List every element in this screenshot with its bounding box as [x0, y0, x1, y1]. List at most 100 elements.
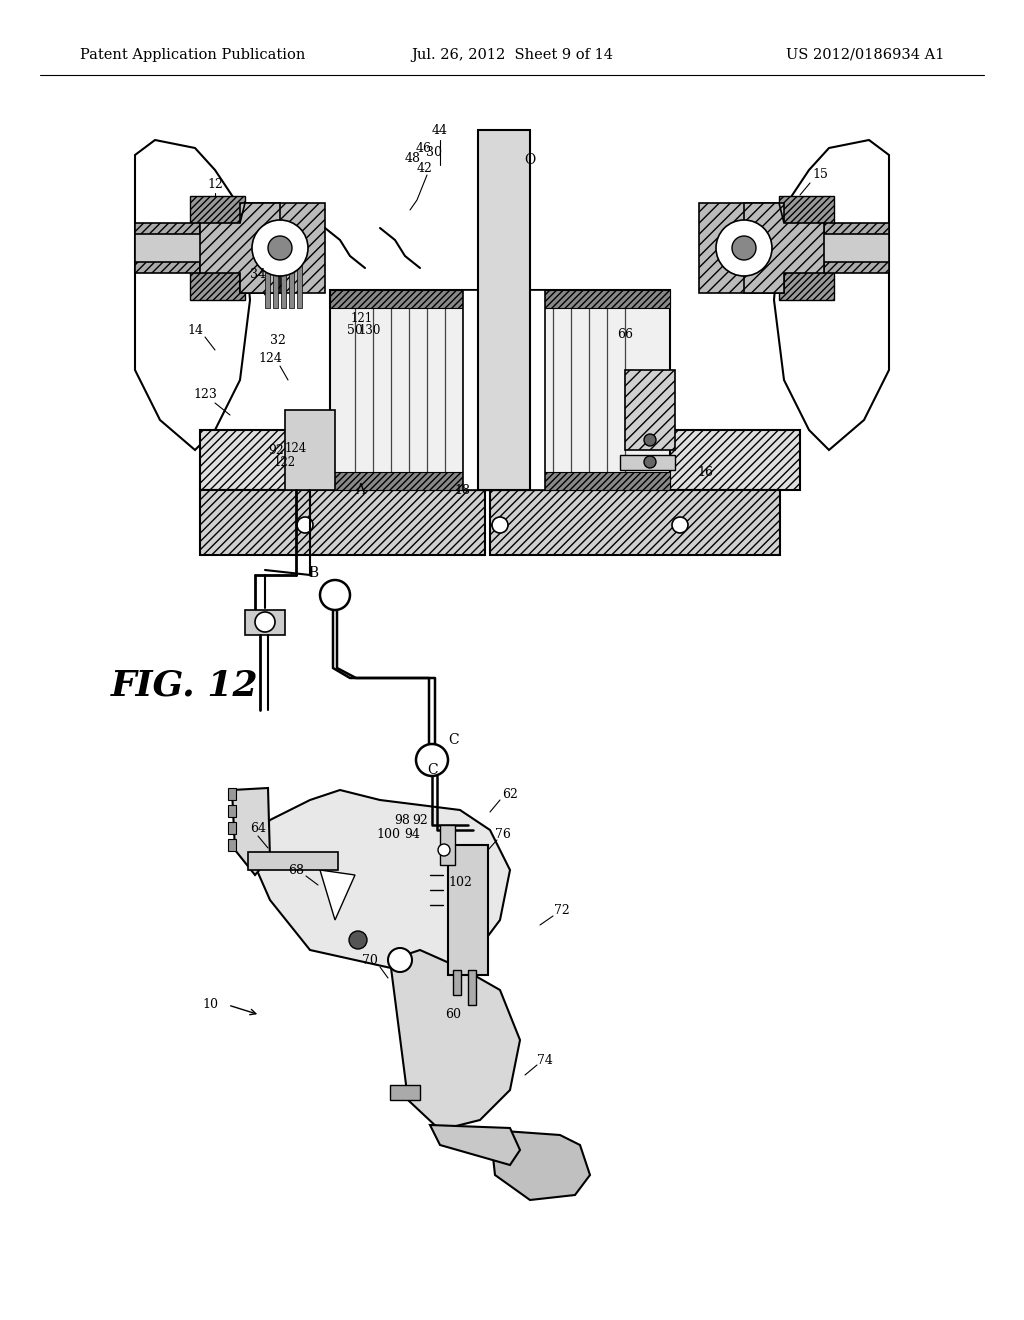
Text: Patent Application Publication: Patent Application Publication: [80, 48, 305, 62]
Text: 32: 32: [270, 334, 286, 346]
Polygon shape: [265, 257, 270, 308]
Text: 66: 66: [617, 329, 633, 342]
Text: 64: 64: [250, 821, 266, 834]
Circle shape: [492, 517, 508, 533]
Polygon shape: [330, 473, 670, 490]
Text: 42: 42: [417, 161, 433, 174]
Polygon shape: [135, 223, 200, 273]
Text: Jul. 26, 2012  Sheet 9 of 14: Jul. 26, 2012 Sheet 9 of 14: [411, 48, 613, 62]
Text: 34: 34: [250, 268, 266, 281]
Circle shape: [732, 236, 756, 260]
Polygon shape: [319, 870, 355, 920]
Text: FIG. 12: FIG. 12: [112, 669, 259, 704]
Text: 14: 14: [187, 323, 203, 337]
Text: 76: 76: [495, 829, 511, 842]
Text: 123: 123: [194, 388, 217, 401]
Text: C: C: [449, 733, 460, 747]
Polygon shape: [774, 140, 889, 450]
Text: 62: 62: [502, 788, 518, 801]
Polygon shape: [232, 788, 270, 875]
Polygon shape: [390, 950, 520, 1130]
Polygon shape: [440, 825, 455, 865]
Polygon shape: [289, 257, 294, 308]
Text: 72: 72: [554, 903, 570, 916]
Text: 44: 44: [432, 124, 449, 136]
Polygon shape: [430, 1125, 520, 1166]
Polygon shape: [390, 1085, 420, 1100]
Text: A: A: [355, 483, 365, 498]
Circle shape: [268, 236, 292, 260]
Polygon shape: [248, 851, 338, 870]
Polygon shape: [490, 490, 780, 554]
Circle shape: [716, 220, 772, 276]
Polygon shape: [449, 845, 488, 975]
Polygon shape: [273, 257, 278, 308]
Polygon shape: [135, 234, 245, 261]
Text: 15: 15: [812, 169, 828, 181]
Text: 48: 48: [406, 152, 421, 165]
Circle shape: [644, 434, 656, 446]
Polygon shape: [779, 195, 834, 300]
Polygon shape: [245, 610, 285, 635]
Text: 46: 46: [416, 141, 432, 154]
Text: 94: 94: [404, 828, 420, 841]
Text: 100: 100: [376, 828, 400, 841]
Circle shape: [349, 931, 367, 949]
Circle shape: [388, 948, 412, 972]
Text: C: C: [428, 763, 438, 777]
Polygon shape: [330, 290, 670, 308]
Polygon shape: [490, 1130, 590, 1200]
Text: 68: 68: [288, 863, 304, 876]
Circle shape: [438, 843, 450, 855]
Text: 98: 98: [394, 813, 410, 826]
Text: 130: 130: [358, 323, 381, 337]
Polygon shape: [135, 140, 250, 450]
Text: 92: 92: [268, 444, 284, 457]
Polygon shape: [824, 223, 889, 273]
Polygon shape: [240, 203, 325, 293]
Circle shape: [672, 517, 688, 533]
Text: 102: 102: [449, 875, 472, 888]
Polygon shape: [478, 129, 530, 490]
Text: 122: 122: [274, 455, 296, 469]
Text: 92: 92: [412, 813, 428, 826]
Polygon shape: [463, 290, 545, 490]
Polygon shape: [228, 822, 236, 834]
Text: B: B: [308, 566, 318, 579]
Polygon shape: [285, 411, 335, 490]
Polygon shape: [200, 203, 280, 293]
Text: 12: 12: [207, 178, 223, 191]
Text: 124: 124: [285, 441, 307, 454]
Text: 18: 18: [454, 483, 470, 496]
Text: 50: 50: [347, 323, 362, 337]
Polygon shape: [190, 195, 245, 300]
Polygon shape: [297, 257, 302, 308]
Polygon shape: [248, 789, 510, 970]
Text: 10: 10: [202, 998, 218, 1011]
Circle shape: [255, 612, 275, 632]
Polygon shape: [330, 290, 670, 490]
Polygon shape: [620, 455, 675, 470]
Circle shape: [252, 220, 308, 276]
Text: 70: 70: [362, 953, 378, 966]
Circle shape: [644, 455, 656, 469]
Polygon shape: [281, 257, 286, 308]
Circle shape: [319, 579, 350, 610]
Text: 124: 124: [258, 351, 282, 364]
Text: 60: 60: [445, 1008, 461, 1022]
Circle shape: [297, 517, 313, 533]
Polygon shape: [200, 430, 800, 490]
Polygon shape: [228, 840, 236, 851]
Circle shape: [416, 744, 449, 776]
Polygon shape: [625, 370, 675, 450]
Polygon shape: [228, 788, 236, 800]
Polygon shape: [744, 203, 824, 293]
Text: 121: 121: [351, 312, 373, 325]
Text: 16: 16: [697, 466, 713, 479]
Polygon shape: [468, 970, 476, 1005]
Polygon shape: [228, 805, 236, 817]
Text: O: O: [524, 153, 536, 168]
Polygon shape: [453, 970, 461, 995]
Polygon shape: [779, 234, 889, 261]
Text: 74: 74: [537, 1053, 553, 1067]
